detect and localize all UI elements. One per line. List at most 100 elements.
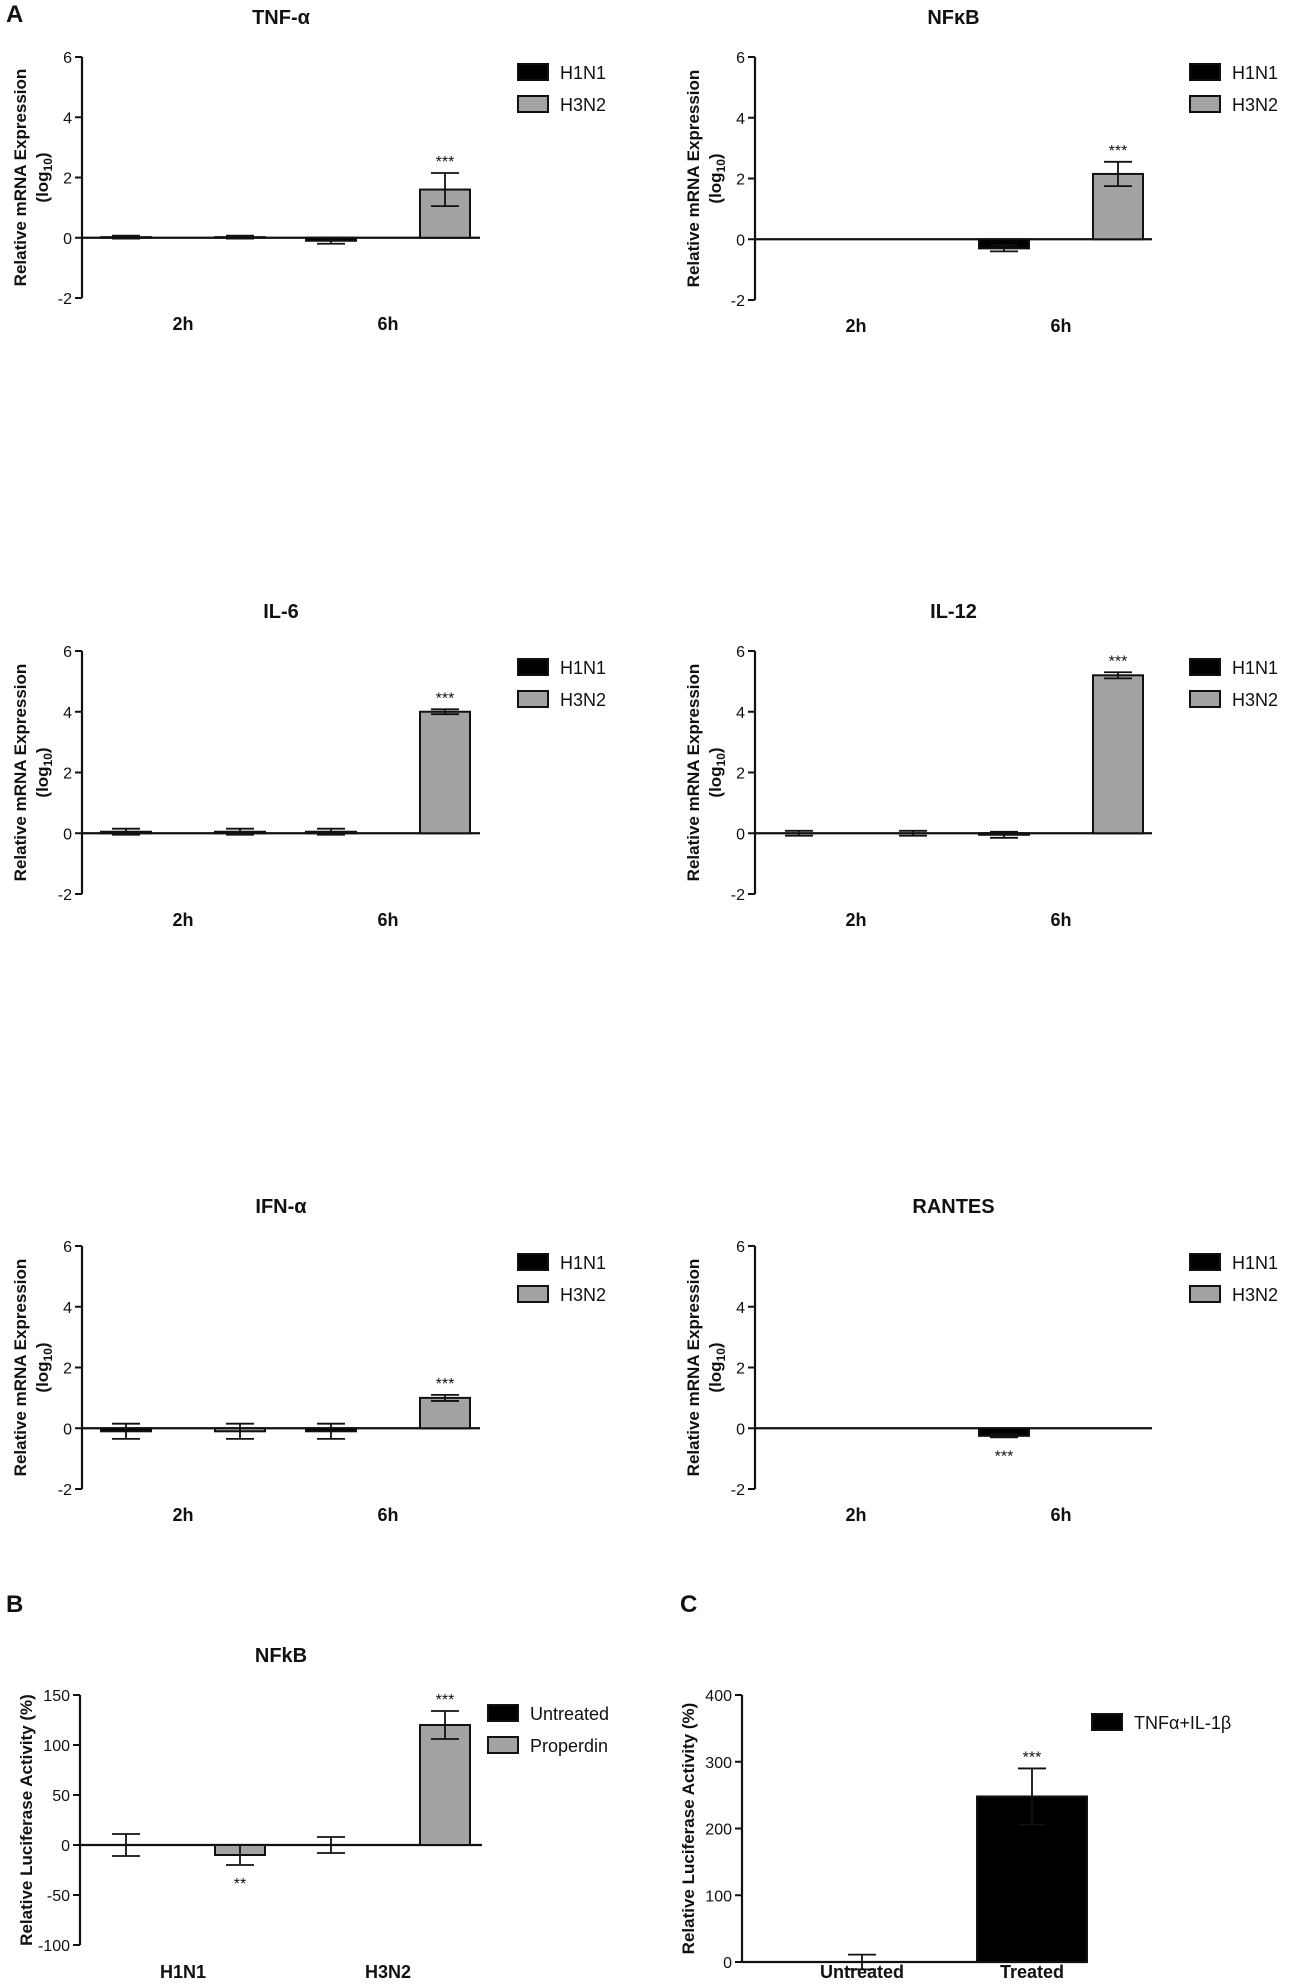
legend-swatch: [487, 1736, 519, 1754]
chart-title: NFκB: [927, 7, 979, 29]
y-tick-label: 0: [61, 1838, 70, 1855]
legend-swatch: [1189, 690, 1221, 708]
legend-label: H3N2: [560, 690, 606, 710]
legend-swatch: [517, 658, 549, 676]
y-tick-label: 2: [736, 172, 745, 189]
significance-marker: ***: [436, 1692, 455, 1709]
x-tick-label: 2h: [845, 910, 866, 930]
legend-swatch: [1189, 1285, 1221, 1303]
significance-marker: **: [234, 1876, 246, 1893]
legend-swatch: [1189, 658, 1221, 676]
y-tick-label: 6: [736, 644, 745, 661]
y-axis-label: Relative Luciferase Activity (%): [17, 1694, 36, 1946]
y-tick-label: -2: [58, 887, 72, 904]
legend-label: H1N1: [560, 63, 606, 83]
y-tick-label: 100: [43, 1738, 70, 1755]
y-tick-label: 4: [63, 705, 72, 722]
legend-label: H1N1: [1232, 63, 1278, 83]
y-axis-label-unit: (log10): [33, 152, 55, 202]
chart-2: NFκB Relative mRNA Expression (log10) -2 0 2 4…: [684, 7, 1278, 336]
legend-label: H1N1: [1232, 658, 1278, 678]
x-tick-label: 2h: [172, 1505, 193, 1525]
y-tick-label: 2: [736, 766, 745, 783]
chart-3: IL-6 Relative mRNA Expression (log10) -2 0 2 4…: [11, 601, 606, 930]
y-tick-label: -2: [731, 887, 745, 904]
y-axis-label-unit: (log10): [706, 1342, 728, 1392]
y-tick-label: 4: [736, 705, 745, 722]
legend-label: H1N1: [560, 1253, 606, 1273]
x-tick-label: 2h: [172, 910, 193, 930]
y-tick-label: 6: [736, 50, 745, 67]
y-tick-label: 2: [736, 1361, 745, 1378]
y-tick-label: 400: [705, 1688, 732, 1705]
y-tick-label: -2: [731, 1482, 745, 1499]
bar-h3n2: [419, 1396, 471, 1430]
significance-marker: ***: [1109, 653, 1128, 670]
y-tick-label: 6: [63, 644, 72, 661]
legend-label: H3N2: [560, 95, 606, 115]
y-tick-label: -100: [38, 1938, 70, 1955]
legend-label: H3N2: [1232, 690, 1278, 710]
y-tick-label: 2: [63, 766, 72, 783]
y-axis-label: Relative mRNA Expression: [11, 69, 30, 287]
panel-label-a: A: [6, 1, 23, 28]
legend-swatch: [517, 63, 549, 81]
y-axis-label-unit: (log10): [33, 747, 55, 797]
y-tick-label: 2: [63, 1361, 72, 1378]
y-tick-label: 4: [63, 110, 72, 127]
x-tick-label: 6h: [377, 910, 398, 930]
legend-label: TNFα+IL-1β: [1134, 1713, 1231, 1733]
y-axis-label-unit: (log10): [33, 1342, 55, 1392]
y-tick-label: 150: [43, 1688, 70, 1705]
legend-swatch: [517, 95, 549, 113]
x-tick-label: 2h: [845, 1505, 866, 1525]
chart-7: NFkB Relative Luciferase Activity (%)-100…: [17, 1645, 609, 1982]
y-axis-label: Relative mRNA Expression: [684, 1259, 703, 1477]
y-tick-label: 0: [63, 231, 72, 248]
legend-swatch: [517, 1253, 549, 1271]
y-tick-label: 6: [63, 50, 72, 67]
y-axis-label: Relative Luciferase Activity (%): [679, 1703, 698, 1955]
legend-label: H1N1: [560, 658, 606, 678]
chart-title: TNF-α: [252, 7, 311, 29]
y-tick-label: 300: [705, 1755, 732, 1772]
chart-4: IL-12 Relative mRNA Expression (log10) -2 0 2…: [684, 601, 1278, 930]
bar-h3n2: [419, 710, 471, 835]
y-axis-label-unit: (log10): [706, 153, 728, 203]
y-tick-label: 0: [736, 1421, 745, 1438]
y-tick-label: 6: [63, 1239, 72, 1256]
chart-6: RANTES Relative mRNA Expression (log10) -2 0…: [684, 1196, 1278, 1525]
y-tick-label: 100: [705, 1888, 732, 1905]
legend-label: H3N2: [560, 1285, 606, 1305]
x-tick-label: 2h: [172, 314, 193, 334]
y-axis-label: Relative mRNA Expression: [11, 1259, 30, 1477]
x-tick-label: 6h: [1050, 1505, 1071, 1525]
bar-properdin: [419, 1724, 471, 1846]
chart-5: IFN-α Relative mRNA Expression (log10) -2 0 2…: [11, 1196, 606, 1525]
chart-title: NFkB: [255, 1645, 307, 1667]
legend-swatch: [517, 1285, 549, 1303]
significance-marker: ***: [1023, 1749, 1042, 1766]
x-tick-label: H1N1: [160, 1962, 206, 1982]
y-axis-label: Relative mRNA Expression: [684, 70, 703, 288]
significance-marker: ***: [995, 1448, 1014, 1465]
x-tick-label: 6h: [377, 1505, 398, 1525]
chart-title: IL-12: [930, 601, 977, 623]
y-tick-label: 4: [736, 111, 745, 128]
legend-label: H3N2: [1232, 95, 1278, 115]
y-axis-label: Relative mRNA Expression: [684, 664, 703, 882]
legend-label: Properdin: [530, 1736, 608, 1756]
legend-label: H3N2: [1232, 1285, 1278, 1305]
legend-label: H1N1: [1232, 1253, 1278, 1273]
x-tick-label: 6h: [1050, 910, 1071, 930]
x-tick-label: Treated: [1000, 1962, 1064, 1982]
y-tick-label: 0: [723, 1955, 732, 1972]
chart-title: RANTES: [912, 1196, 994, 1218]
significance-marker: ***: [436, 1376, 455, 1393]
y-axis-label-unit: (log10): [706, 747, 728, 797]
y-tick-label: 0: [736, 826, 745, 843]
y-axis-label: Relative mRNA Expression: [11, 664, 30, 882]
y-tick-label: -50: [47, 1888, 70, 1905]
significance-marker: ***: [436, 154, 455, 171]
